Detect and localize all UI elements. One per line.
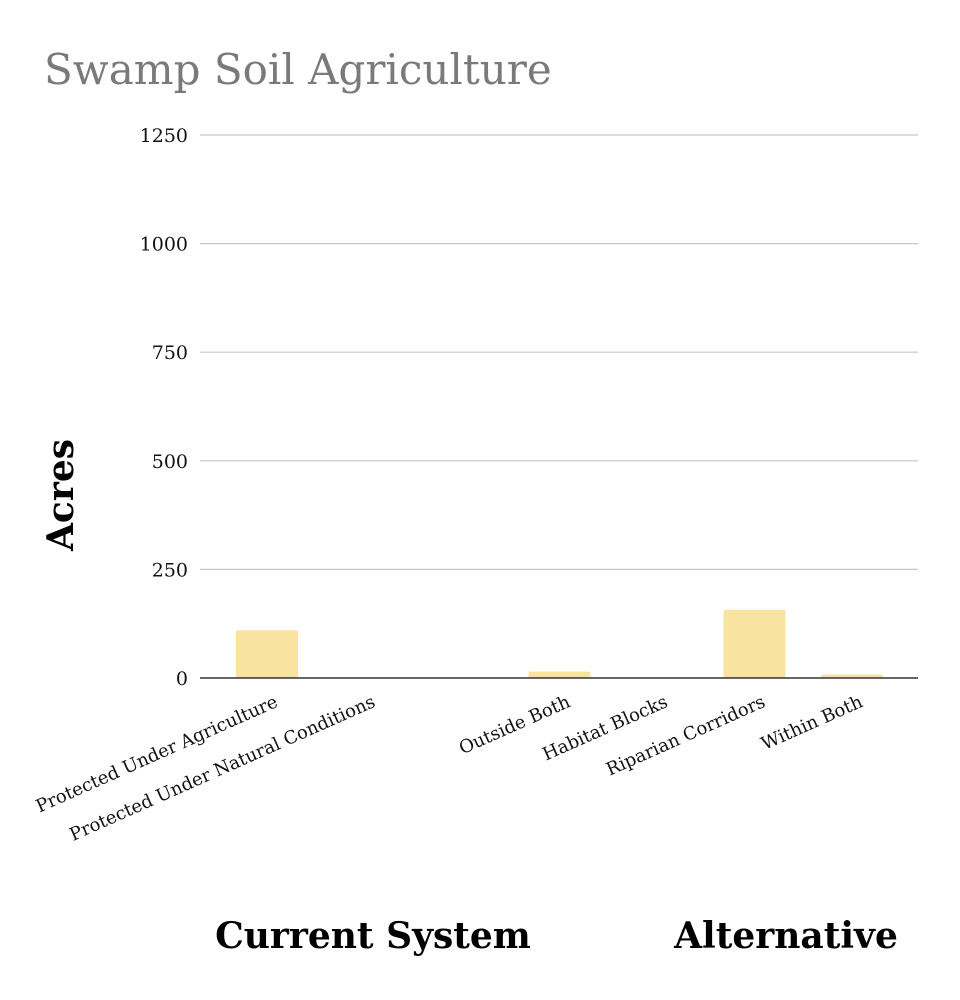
y-tick-label: 0 — [176, 668, 188, 690]
y-axis-label: Acres — [40, 439, 82, 552]
y-tick-label: 1250 — [140, 125, 188, 147]
chart-title: Swamp Soil Agriculture — [44, 45, 552, 94]
bar — [528, 671, 591, 678]
y-tick-label: 500 — [152, 451, 188, 473]
group-label: Alternative — [673, 915, 898, 957]
bar — [821, 674, 883, 678]
group-labels: Current System Alternative — [215, 915, 898, 957]
gridlines — [200, 134, 918, 571]
bars — [236, 609, 883, 678]
y-tick-label: 1000 — [140, 234, 188, 256]
bar — [236, 630, 298, 678]
bar — [723, 609, 786, 678]
y-tick-label: 750 — [152, 342, 188, 364]
y-tick-label: 250 — [152, 559, 188, 581]
x-tick-label: Within Both — [758, 691, 866, 755]
y-axis-ticks: 0 250 500 750 1000 1250 — [140, 125, 188, 690]
group-label: Current System — [215, 915, 531, 957]
x-tick-label: Riparian Corridors — [603, 691, 768, 780]
